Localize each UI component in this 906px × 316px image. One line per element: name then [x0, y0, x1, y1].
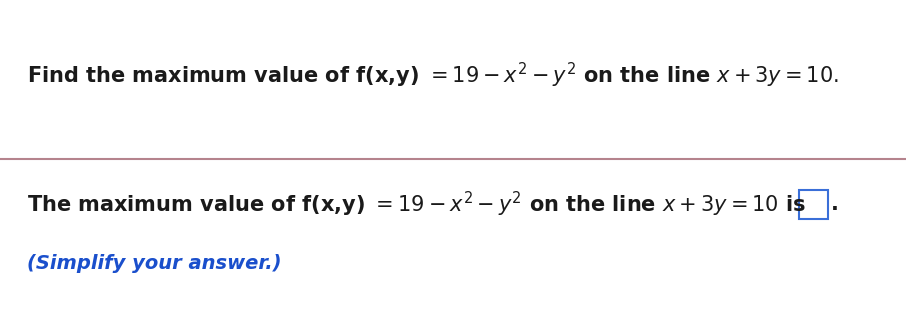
Text: Find the maximum value of f(x,y) $= 19 - x^2 - y^2$ on the line $x + 3y = 10.$: Find the maximum value of f(x,y) $= 19 -… — [27, 60, 839, 90]
Text: The maximum value of f(x,y) $= 19 - x^2 - y^2$ on the line $x + 3y = 10$ is: The maximum value of f(x,y) $= 19 - x^2 … — [27, 190, 806, 219]
Text: .: . — [831, 194, 839, 214]
Text: (Simplify your answer.): (Simplify your answer.) — [27, 254, 282, 273]
FancyBboxPatch shape — [799, 190, 828, 219]
